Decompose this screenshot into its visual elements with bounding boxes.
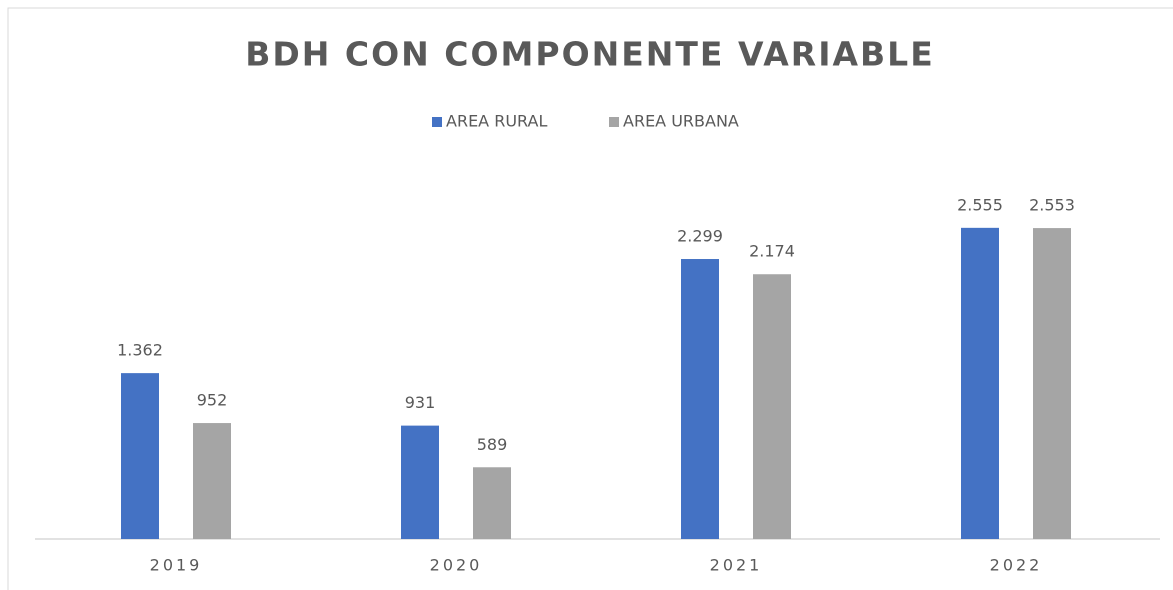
value-label: 589 (477, 435, 508, 454)
bar (1033, 228, 1071, 540)
value-label: 952 (197, 391, 228, 410)
legend-swatch (432, 117, 442, 127)
chart-frame (7, 7, 1173, 590)
legend-label: AREA URBANA (623, 112, 739, 131)
x-tick-label: 2020 (430, 556, 483, 575)
bar (753, 274, 791, 539)
legend-swatch (609, 117, 619, 127)
legend-label: AREA RURAL (446, 112, 547, 131)
value-label: 1.362 (117, 341, 163, 360)
value-label: 2.553 (1029, 196, 1075, 215)
bar (193, 423, 231, 539)
bar (681, 259, 719, 539)
value-label: 2.174 (749, 242, 795, 261)
x-tick-label: 2019 (150, 556, 203, 575)
x-tick-label: 2022 (990, 556, 1043, 575)
bar (473, 467, 511, 539)
value-label: 2.299 (677, 227, 723, 246)
bar (961, 227, 999, 539)
chart-title: BDH CON COMPONENTE VARIABLE (245, 35, 935, 74)
bar (121, 373, 159, 539)
value-label: 2.555 (957, 195, 1003, 214)
bar (401, 425, 439, 539)
value-label: 931 (405, 393, 436, 412)
x-tick-label: 2021 (710, 556, 763, 575)
